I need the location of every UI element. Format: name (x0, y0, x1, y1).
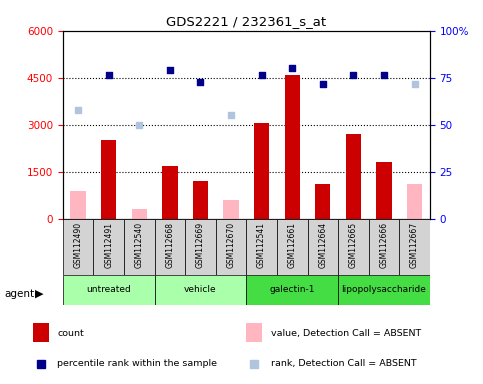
Text: GSM112665: GSM112665 (349, 222, 358, 268)
Bar (101, 141, 116, 219)
Bar (162, 166, 177, 219)
Text: count: count (57, 329, 84, 338)
Text: GSM112670: GSM112670 (227, 222, 236, 268)
Bar (376, 162, 392, 219)
Bar (254, 123, 270, 219)
Text: GSM112661: GSM112661 (288, 222, 297, 268)
Point (105, 72, 113, 78)
Bar (131, 210, 147, 219)
Text: GSM112664: GSM112664 (318, 222, 327, 268)
Bar (185, 219, 216, 275)
Text: ▶: ▶ (35, 289, 43, 299)
Bar (246, 275, 338, 305)
Text: GSM112668: GSM112668 (165, 222, 174, 268)
Bar (71, 191, 86, 219)
Bar (155, 219, 185, 275)
Bar (63, 275, 155, 305)
Point (197, 79, 204, 86)
Bar (315, 184, 330, 219)
Bar (277, 219, 308, 275)
Bar (338, 219, 369, 275)
Point (288, 65, 296, 71)
Bar (63, 219, 93, 275)
Bar (193, 181, 208, 219)
Text: percentile rank within the sample: percentile rank within the sample (57, 359, 217, 368)
Text: galectin-1: galectin-1 (270, 285, 315, 295)
Point (135, 122, 143, 128)
Point (411, 81, 418, 88)
Text: GSM112491: GSM112491 (104, 222, 113, 268)
Text: GSM112667: GSM112667 (410, 222, 419, 268)
Bar (246, 219, 277, 275)
Bar (369, 219, 399, 275)
Bar (407, 184, 422, 219)
Point (74, 107, 82, 113)
Text: lipopolysaccharide: lipopolysaccharide (341, 285, 426, 295)
Bar (216, 219, 246, 275)
Text: untreated: untreated (86, 285, 131, 295)
Bar (308, 219, 338, 275)
Text: GSM112666: GSM112666 (380, 222, 388, 268)
Text: GSM112490: GSM112490 (73, 222, 83, 268)
Text: GSM112541: GSM112541 (257, 222, 266, 268)
Point (350, 72, 357, 78)
Text: vehicle: vehicle (184, 285, 217, 295)
Bar (33, 323, 49, 342)
Text: rank, Detection Call = ABSENT: rank, Detection Call = ABSENT (271, 359, 416, 368)
Bar (284, 74, 300, 219)
Bar (223, 200, 239, 219)
Point (380, 72, 388, 78)
Text: agent: agent (5, 289, 35, 299)
Point (319, 81, 327, 88)
Bar (124, 219, 155, 275)
Bar (155, 275, 246, 305)
Bar (346, 134, 361, 219)
Text: value, Detection Call = ABSENT: value, Detection Call = ABSENT (271, 329, 421, 338)
Point (227, 112, 235, 118)
Point (258, 72, 266, 78)
Text: GSM112540: GSM112540 (135, 222, 144, 268)
Bar (399, 219, 430, 275)
Bar (93, 219, 124, 275)
Bar (338, 275, 430, 305)
Text: GSM112669: GSM112669 (196, 222, 205, 268)
Title: GDS2221 / 232361_s_at: GDS2221 / 232361_s_at (166, 15, 327, 28)
Bar (246, 323, 262, 342)
Point (166, 67, 174, 73)
